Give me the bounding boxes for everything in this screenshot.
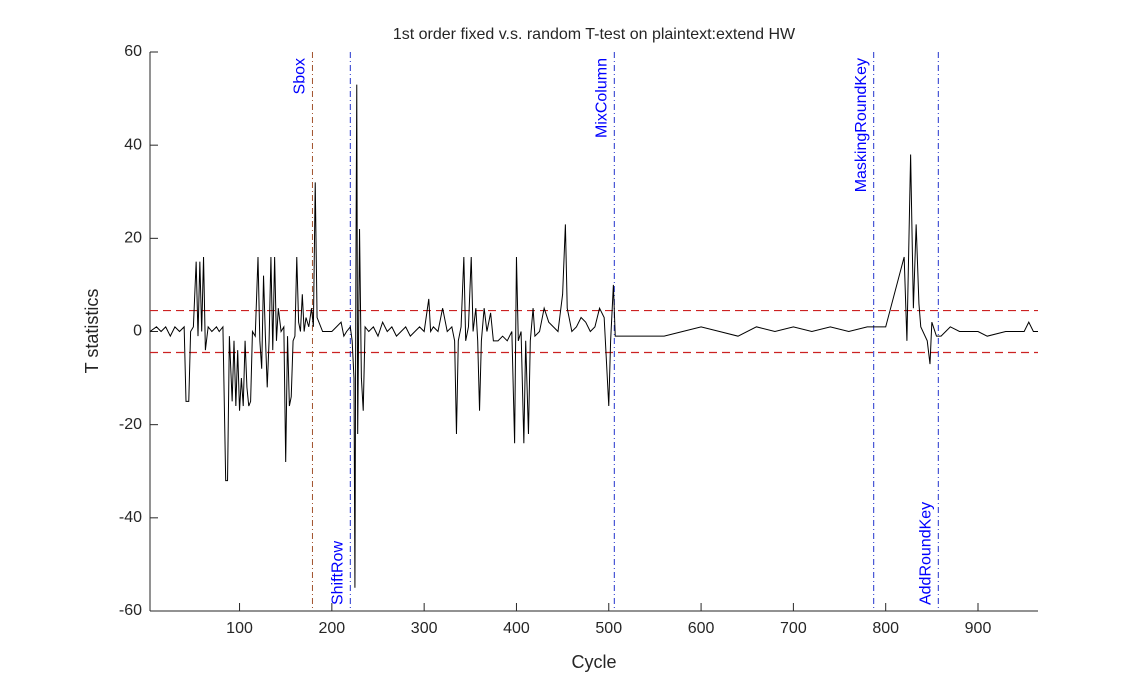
y-tick-label: 0 bbox=[133, 323, 142, 340]
x-tick-label: 100 bbox=[226, 620, 253, 637]
x-tick-label: 300 bbox=[411, 620, 438, 637]
marker-label: ShiftRow bbox=[330, 541, 347, 605]
y-tick-label: 60 bbox=[124, 43, 142, 60]
x-tick-label: 700 bbox=[780, 620, 807, 637]
x-tick-label: 500 bbox=[595, 620, 622, 637]
marker-label: AddRoundKey bbox=[918, 502, 935, 605]
x-tick-label: 800 bbox=[872, 620, 899, 637]
x-tick-label: 900 bbox=[965, 620, 992, 637]
marker-label: MixColumn bbox=[594, 58, 611, 138]
y-axis-label: T statistics bbox=[82, 289, 102, 374]
x-tick-label: 400 bbox=[503, 620, 530, 637]
chart-title: 1st order fixed v.s. random T-test on pl… bbox=[393, 26, 796, 43]
data-line bbox=[149, 84, 1038, 588]
marker-label: MaskingRoundKey bbox=[853, 58, 870, 192]
x-axis-label: Cycle bbox=[571, 652, 616, 672]
x-tick-label: 600 bbox=[688, 620, 715, 637]
y-tick-label: 20 bbox=[124, 230, 142, 247]
x-tick-label: 200 bbox=[318, 620, 345, 637]
y-tick-label: -20 bbox=[119, 416, 142, 433]
y-tick-label: -60 bbox=[119, 602, 142, 619]
y-tick-label: -40 bbox=[119, 509, 142, 526]
marker-label: Sbox bbox=[292, 58, 309, 94]
y-tick-label: 40 bbox=[124, 136, 142, 153]
